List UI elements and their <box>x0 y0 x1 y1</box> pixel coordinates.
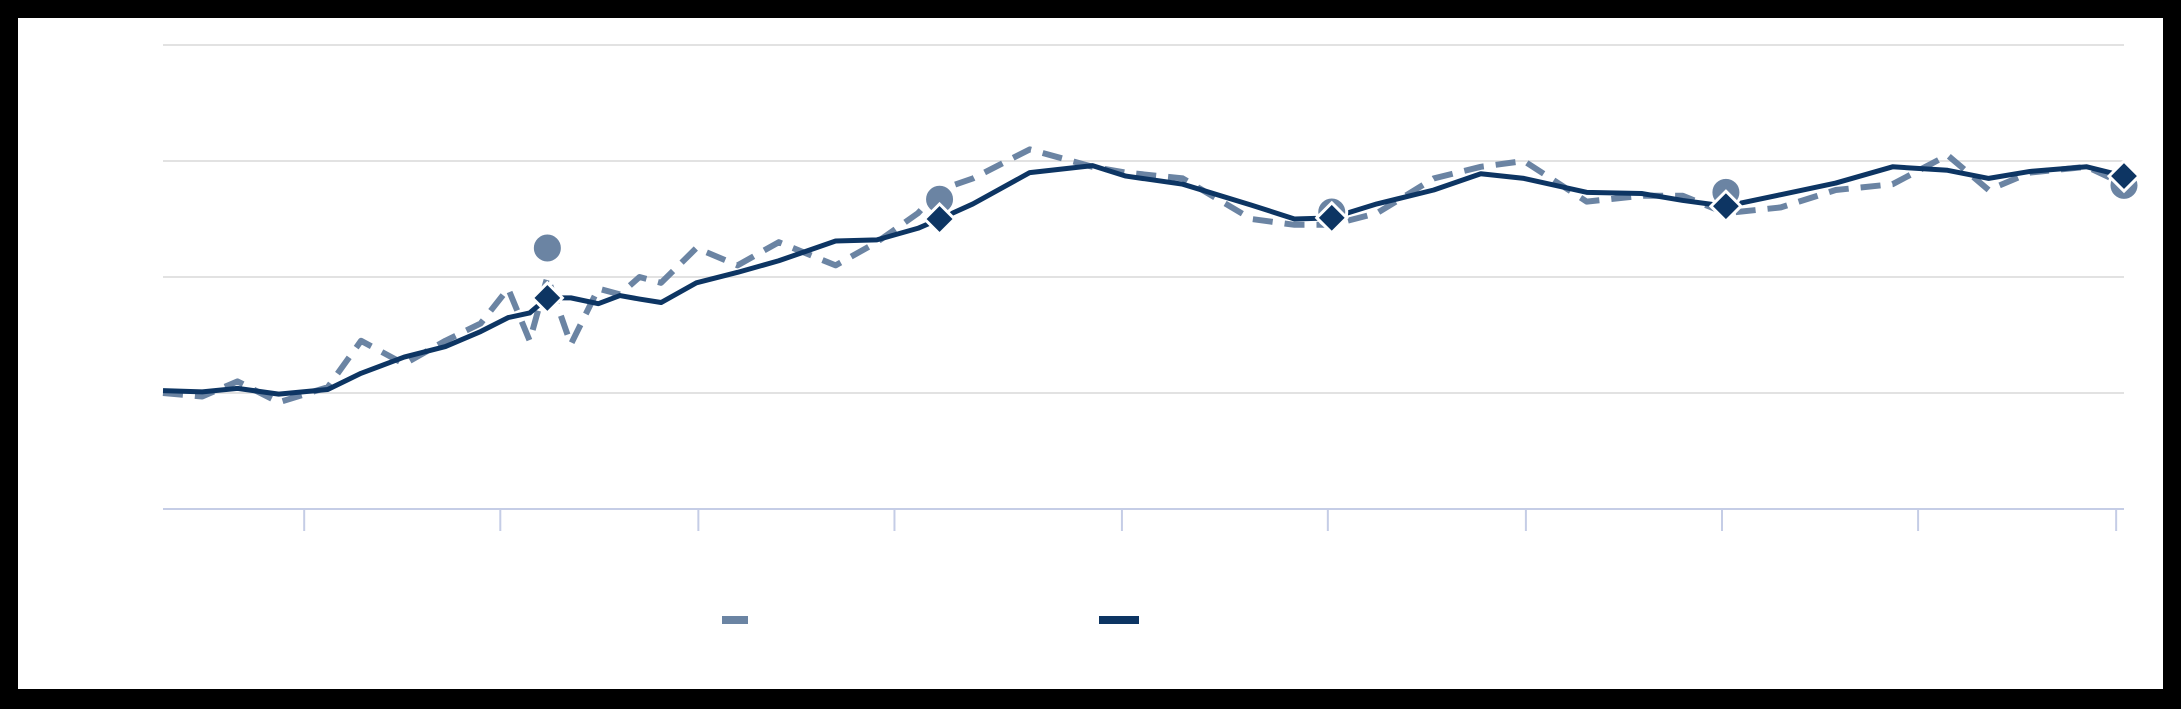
chart-background <box>18 18 2163 689</box>
legend-swatch <box>1099 616 1139 624</box>
point-marker <box>2106 158 2142 194</box>
series-line <box>162 146 2126 406</box>
point-marker <box>922 201 957 237</box>
legend-swatch <box>722 616 748 624</box>
point-marker <box>530 231 564 265</box>
point-marker <box>530 280 565 316</box>
point-marker <box>1708 189 1744 224</box>
point-marker <box>1314 200 1349 235</box>
